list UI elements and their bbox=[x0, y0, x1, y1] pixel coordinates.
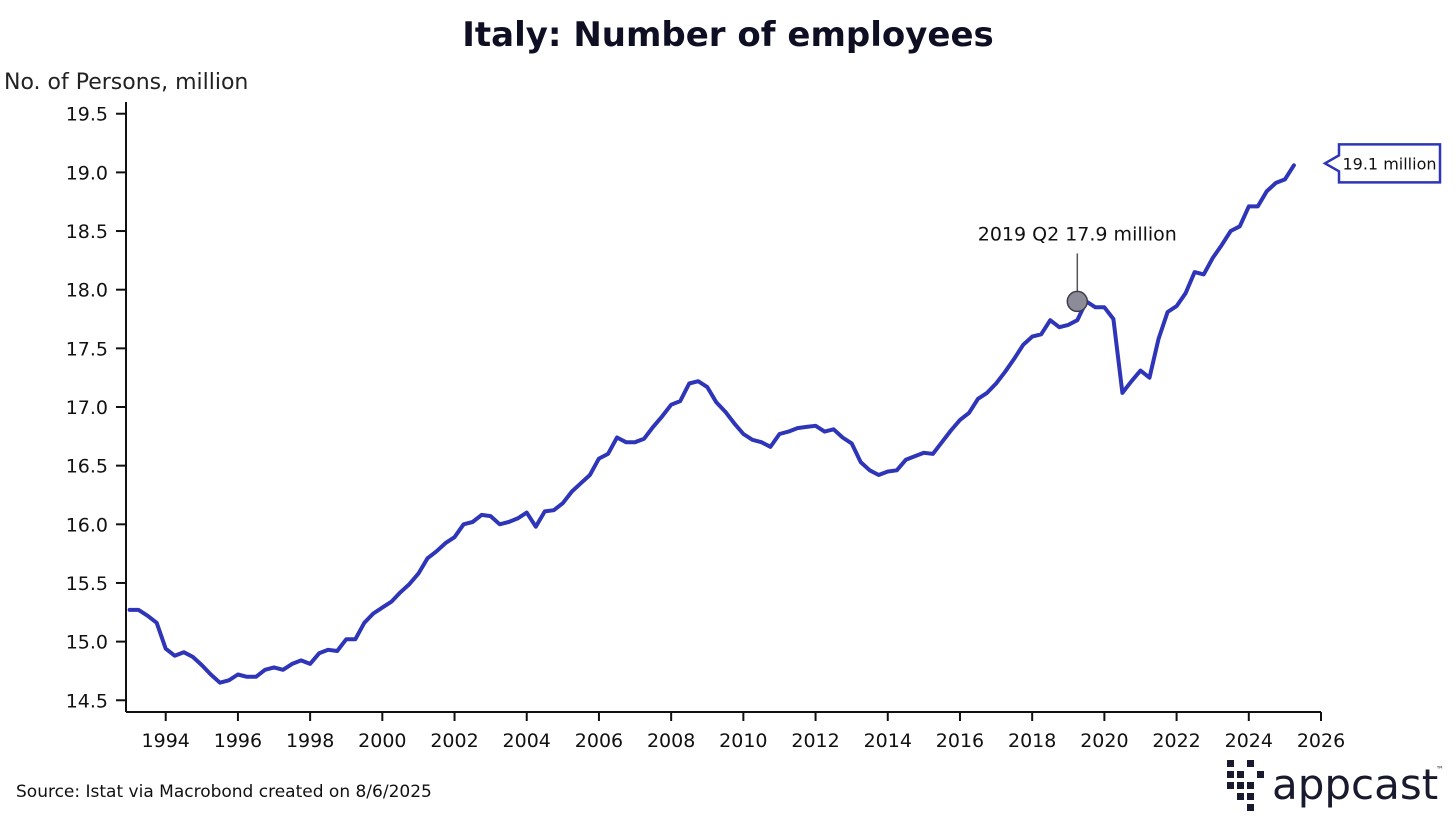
x-tick-label: 2018 bbox=[1008, 730, 1056, 752]
x-tick-label: 2016 bbox=[936, 730, 984, 752]
x-tick-label: 2008 bbox=[647, 730, 695, 752]
y-tick-label: 16.0 bbox=[66, 514, 108, 536]
annotation-marker bbox=[1066, 290, 1089, 313]
x-axis: 1994 1996 1998 2000 2002 2004 2006 2008 2010 2012… bbox=[142, 712, 1345, 752]
y-tick-label: 18.5 bbox=[66, 221, 108, 243]
y-tick-label: 15.0 bbox=[66, 632, 108, 654]
source-note: Source: Istat via Macrobond created on 8… bbox=[16, 782, 432, 802]
y-tick-label: 19.0 bbox=[66, 162, 108, 184]
y-tick-label: 15.5 bbox=[66, 573, 108, 595]
y-tick-label: 14.5 bbox=[66, 690, 108, 712]
x-tick-label: 2012 bbox=[791, 730, 839, 752]
appcast-logo-mark bbox=[1227, 760, 1264, 811]
y-axis: 14.5 15.0 15.5 16.0 16.5 17.0 17.5 18.0 18.5 19.0… bbox=[66, 104, 126, 712]
x-tick-label: 1996 bbox=[214, 730, 262, 752]
x-tick-label: 2000 bbox=[358, 730, 406, 752]
x-tick-label: 2006 bbox=[575, 730, 623, 752]
y-tick-label: 17.0 bbox=[66, 397, 108, 419]
annotation-2019q2: 2019 Q2 17.9 million bbox=[978, 223, 1177, 313]
x-tick-label: 2010 bbox=[719, 730, 767, 752]
x-tick-label: 2026 bbox=[1297, 730, 1345, 752]
annotation-label: 2019 Q2 17.9 million bbox=[978, 223, 1177, 245]
end-value-callout-box bbox=[1322, 143, 1442, 184]
end-value-callout: 19.1 million bbox=[1322, 143, 1442, 184]
x-tick-label: 2004 bbox=[503, 730, 551, 752]
x-tick-label: 2024 bbox=[1225, 730, 1273, 752]
x-tick-label: 2020 bbox=[1080, 730, 1128, 752]
chart-title: Italy: Number of employees bbox=[462, 15, 994, 55]
appcast-wordmark: appcast bbox=[1272, 760, 1438, 809]
x-tick-label: 1998 bbox=[286, 730, 334, 752]
x-tick-label: 1994 bbox=[142, 730, 190, 752]
y-tick-label: 16.5 bbox=[66, 456, 108, 478]
end-value-label: 19.1 million bbox=[1342, 154, 1436, 173]
x-tick-label: 2002 bbox=[430, 730, 478, 752]
appcast-trademark: ™ bbox=[1436, 765, 1444, 774]
x-tick-label: 2014 bbox=[864, 730, 912, 752]
y-tick-label: 19.5 bbox=[66, 104, 108, 126]
x-tick-label: 2022 bbox=[1152, 730, 1200, 752]
y-axis-label: No. of Persons, million bbox=[4, 70, 248, 95]
series-line-employees bbox=[127, 163, 1296, 685]
appcast-logo: appcast ™ bbox=[1227, 760, 1444, 811]
y-tick-label: 17.5 bbox=[66, 338, 108, 360]
y-tick-label: 18.0 bbox=[66, 280, 108, 302]
